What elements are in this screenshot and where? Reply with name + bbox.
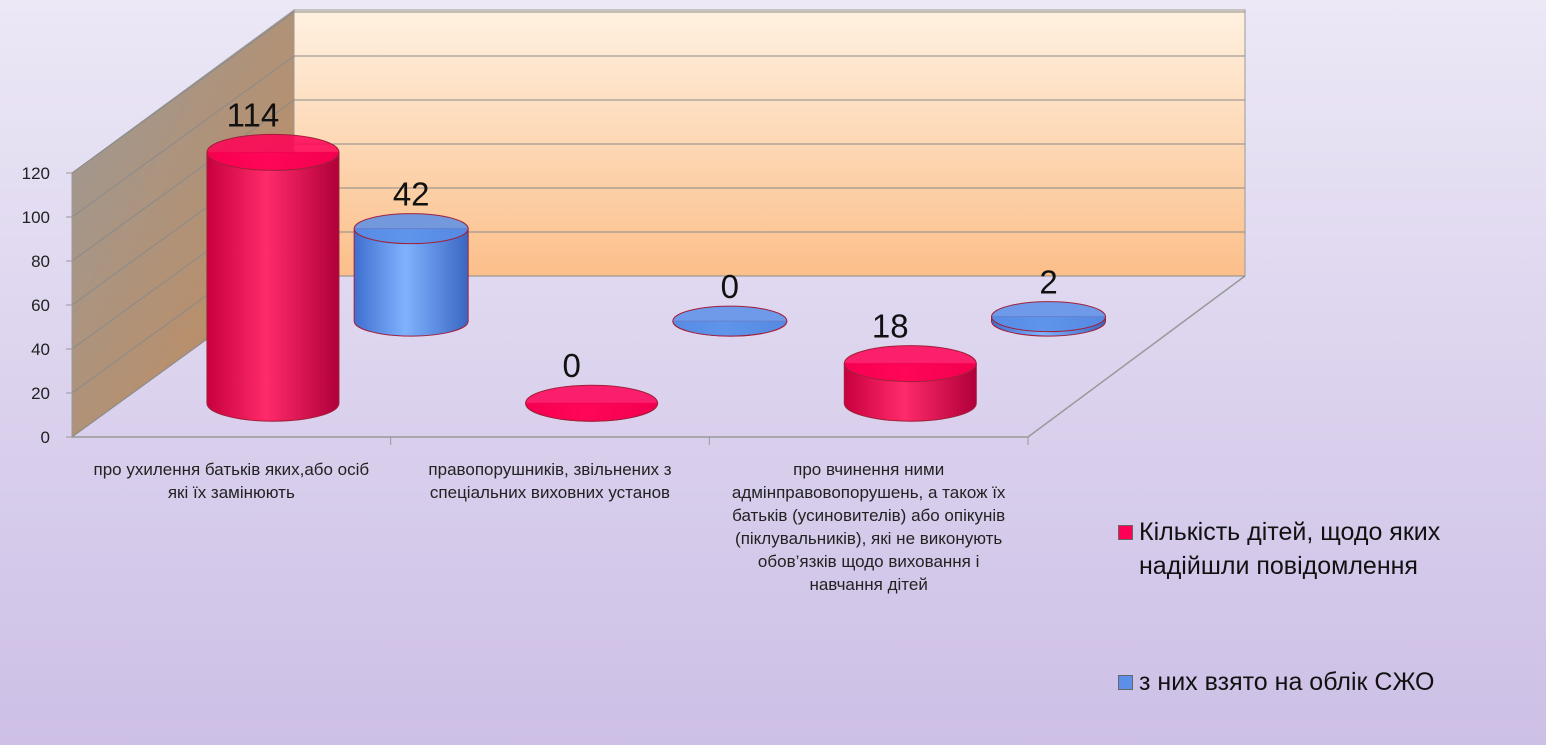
grid-line xyxy=(71,11,295,174)
cylinder-top xyxy=(353,213,469,245)
cylinder xyxy=(991,301,1107,337)
cylinder-body xyxy=(206,151,340,422)
cylinder-top xyxy=(672,305,788,337)
grid-line xyxy=(71,99,295,262)
data-label: 2 xyxy=(1039,264,1057,301)
data-label: 18 xyxy=(872,308,909,345)
data-label: 42 xyxy=(393,176,430,213)
legend-swatch xyxy=(1118,675,1133,690)
cylinder xyxy=(672,305,788,337)
x-tick-label: про ухилення батьків яких,або осіб які ї… xyxy=(93,460,370,502)
cylinder xyxy=(843,345,977,422)
cylinder-top xyxy=(206,133,340,171)
y-tick-label: 60 xyxy=(31,296,50,315)
legend-label: з них взято на облік СЖО xyxy=(1139,668,1435,696)
y-tick-label: 120 xyxy=(22,164,50,183)
grid-line xyxy=(71,55,295,218)
legend-item: Кількість дітей, щодо яких надійшли пові… xyxy=(1118,515,1543,583)
y-tick-label: 80 xyxy=(31,252,50,271)
x-tick-label: про вчинення ними адмінправовопорушень, … xyxy=(731,460,1006,594)
cylinder-top xyxy=(525,384,659,422)
legend-swatch xyxy=(1118,525,1133,540)
cylinder xyxy=(206,133,340,422)
cylinder xyxy=(525,384,659,422)
legend-label: Кількість дітей, щодо яких надійшли пові… xyxy=(1139,518,1441,580)
data-label: 0 xyxy=(562,347,580,384)
data-label: 114 xyxy=(227,96,280,133)
data-label: 0 xyxy=(721,268,739,305)
x-tick-label: правопорушників, звільнених з спеціальни… xyxy=(428,460,672,502)
legend-item: з них взято на облік СЖО xyxy=(1118,665,1543,699)
cylinder-body xyxy=(353,228,469,337)
y-tick-label: 100 xyxy=(22,208,50,227)
y-tick-label: 20 xyxy=(31,384,50,403)
cylinder-top xyxy=(843,345,977,383)
cylinder xyxy=(353,213,469,337)
y-tick-label: 0 xyxy=(41,428,50,447)
cylinder-top xyxy=(991,301,1107,333)
y-tick-label: 40 xyxy=(31,340,50,359)
